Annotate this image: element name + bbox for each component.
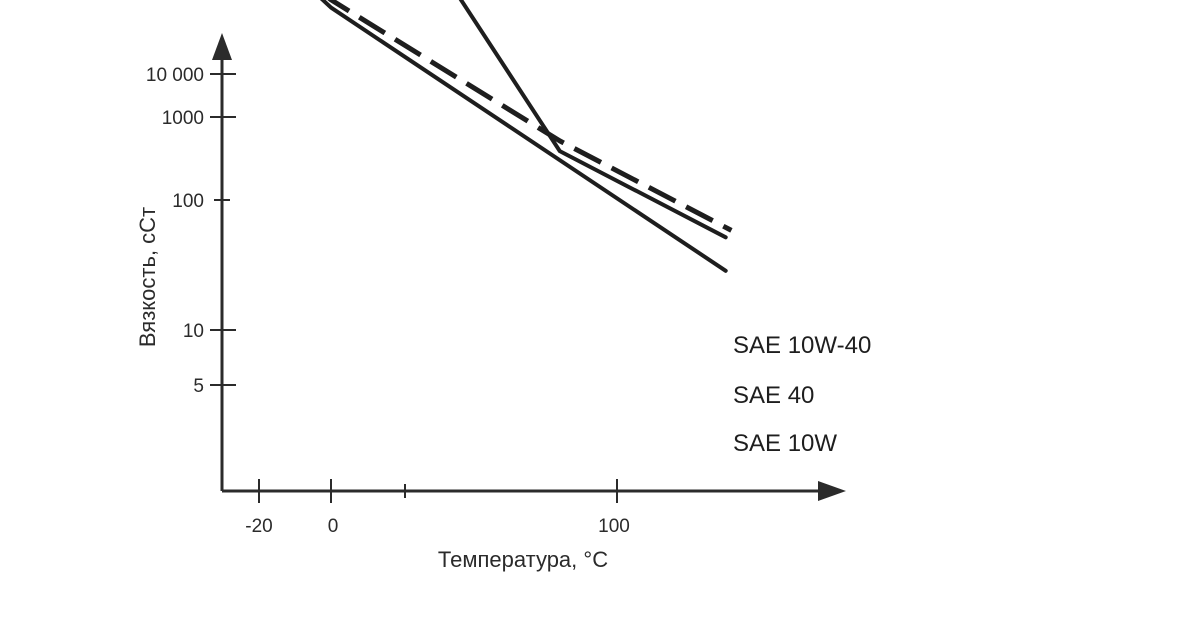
series-label-sae-10w: SAE 10W: [733, 430, 837, 457]
x-axis-arrow: [818, 481, 846, 501]
x-axis-title: Температура, °С: [438, 547, 608, 572]
y-axis-arrow: [212, 33, 232, 60]
y-tick-label-1000: 1000: [162, 108, 204, 129]
x-tick-label-minus20: -20: [245, 516, 272, 537]
series-label-sae-10w-40: SAE 10W-40: [733, 332, 871, 359]
x-ticks: [258, 479, 618, 503]
x-tick-labels: -20 0 100: [245, 516, 630, 537]
y-ticks: [210, 73, 236, 386]
y-tick-labels: 10 000 1000 100 10 5: [146, 65, 204, 397]
series-label-sae-40: SAE 40: [733, 382, 814, 409]
series-line-sae-40: [458, 0, 728, 240]
x-tick-label-100: 100: [598, 516, 630, 537]
y-tick-label-5: 5: [193, 376, 204, 397]
y-tick-label-100: 100: [172, 191, 204, 212]
series-line-sae-10w: [319, 0, 728, 273]
series-line-sae-10w-40: [327, 0, 733, 233]
y-tick-label-10000: 10 000: [146, 65, 204, 86]
y-tick-label-10: 10: [183, 321, 204, 342]
y-axis-title: Вязкость, сСт: [135, 207, 160, 347]
x-tick-label-0: 0: [328, 516, 339, 537]
